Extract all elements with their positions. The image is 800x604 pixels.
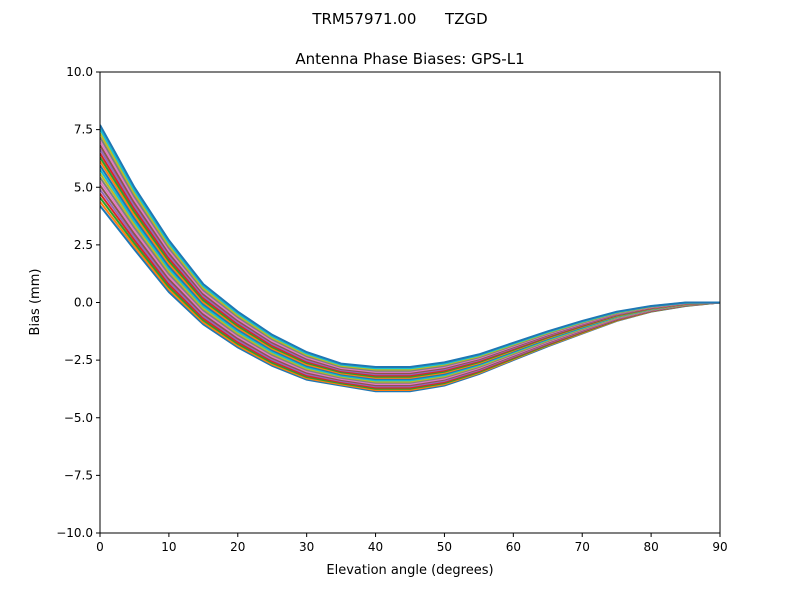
y-tick-label: 10.0 xyxy=(66,65,93,79)
y-tick-label: 5.0 xyxy=(74,180,93,194)
x-tick-label: 10 xyxy=(161,540,176,554)
x-tick-label: 30 xyxy=(299,540,314,554)
x-tick-label: 50 xyxy=(437,540,452,554)
series-line-interp xyxy=(100,132,720,371)
series-line xyxy=(100,140,720,373)
x-tick-label: 40 xyxy=(368,540,383,554)
series-line-interp xyxy=(100,148,720,376)
suptitle: TRM57971.00 TZGD xyxy=(311,10,487,28)
series-line-interp xyxy=(100,136,720,372)
series-line-interp xyxy=(100,128,720,370)
x-tick-label: 60 xyxy=(506,540,521,554)
x-axis-label: Elevation angle (degrees) xyxy=(326,563,493,578)
x-tick-label: 70 xyxy=(575,540,590,554)
x-tick-label: 80 xyxy=(643,540,658,554)
axes-frame xyxy=(99,71,721,534)
x-tick-label: 90 xyxy=(712,540,727,554)
series-line-interp xyxy=(100,144,720,375)
y-tick-label: −2.5 xyxy=(64,353,93,367)
series-line-interp xyxy=(100,152,720,377)
y-tick-label: 2.5 xyxy=(74,238,93,252)
series-line xyxy=(100,156,720,378)
y-tick-label: 0.0 xyxy=(74,296,93,310)
x-tick-label: 0 xyxy=(96,540,104,554)
series-line xyxy=(100,124,720,368)
x-tick-label: 20 xyxy=(230,540,245,554)
y-tick-label: 7.5 xyxy=(74,123,93,137)
plot-lines xyxy=(100,124,720,393)
chart-title: Antenna Phase Biases: GPS-L1 xyxy=(295,50,524,68)
y-axis-label: Bias (mm) xyxy=(28,269,43,336)
ticks: 0 10 20 30 40 50 60 70 80 90 −10.0 −7.5 −5.0 −2.5 0.0 2… xyxy=(56,65,727,554)
y-tick-label: −5.0 xyxy=(64,411,93,425)
y-tick-label: −7.5 xyxy=(64,468,93,482)
y-tick-label: −10.0 xyxy=(56,526,93,540)
